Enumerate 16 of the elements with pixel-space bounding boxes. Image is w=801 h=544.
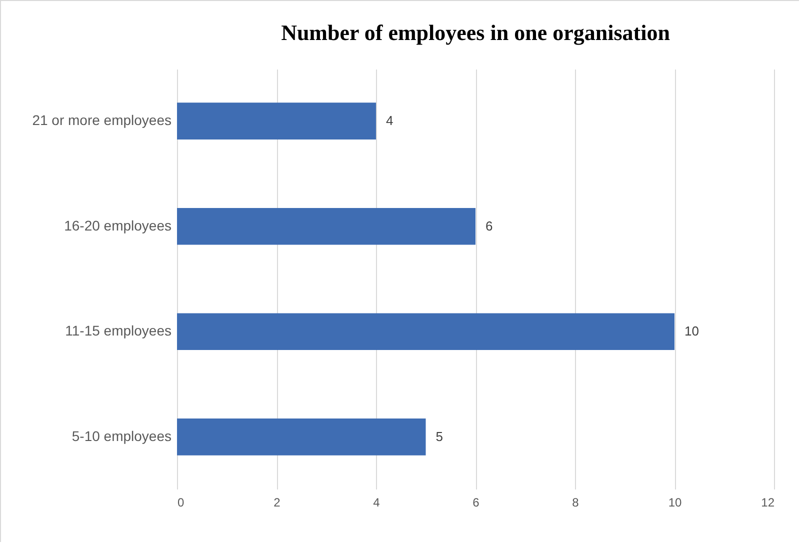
- data-label: 5: [436, 428, 443, 444]
- y-tick-label: 5-10 employees: [72, 428, 172, 444]
- x-tick-label: 6: [472, 496, 480, 510]
- data-label: 6: [486, 218, 493, 234]
- data-label: 10: [684, 324, 699, 339]
- x-tick-label: 0: [178, 496, 184, 510]
- y-tick-label: 11-15 employees: [65, 322, 172, 339]
- x-tick-label: 8: [572, 496, 580, 510]
- y-tick-label: 16-20 employees: [64, 217, 172, 234]
- x-tick-label: 4: [373, 496, 380, 510]
- data-label: 4: [386, 113, 394, 128]
- x-tick-label: 10: [668, 496, 682, 510]
- x-tick-label: 2: [274, 496, 281, 510]
- y-tick-label: 21 or more employees: [32, 112, 172, 128]
- chart-title: Number of employees in one organisation: [281, 20, 670, 45]
- x-tick-label: 12: [761, 496, 775, 510]
